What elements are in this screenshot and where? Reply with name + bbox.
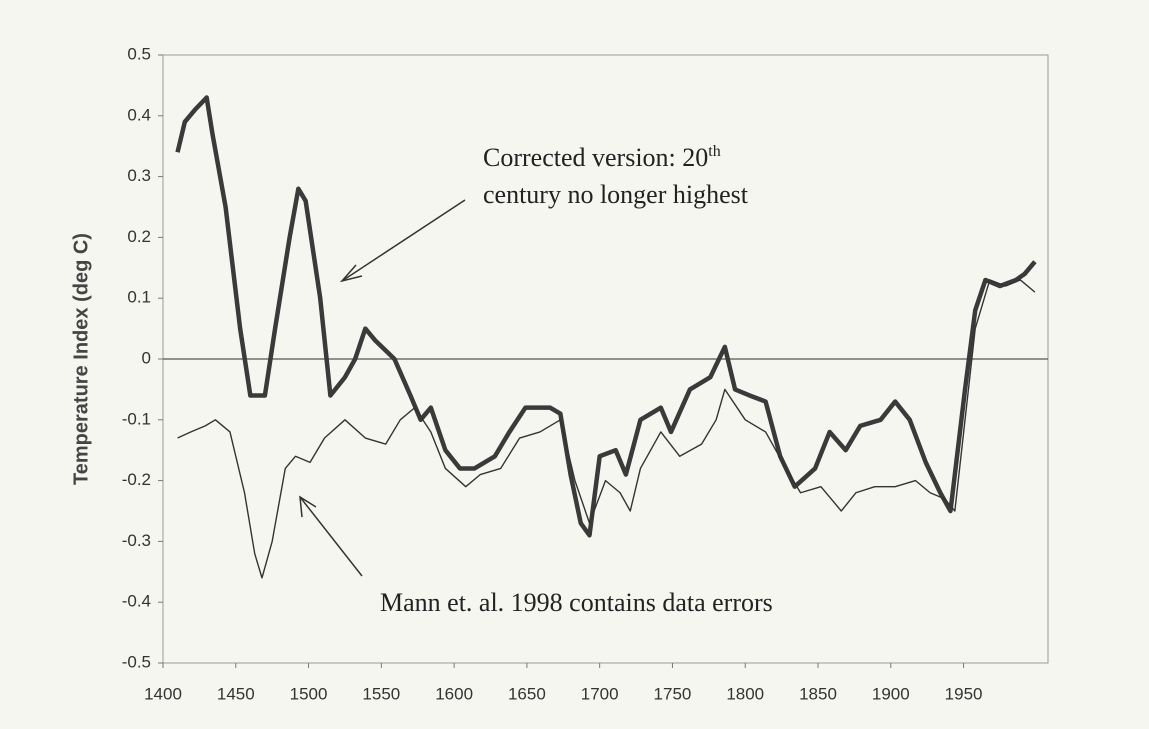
y-tick-label: -0.5 — [122, 652, 151, 671]
y-tick-label: -0.2 — [122, 470, 151, 489]
y-tick-label: -0.4 — [122, 592, 151, 611]
x-tick-label: 1950 — [945, 684, 983, 703]
x-tick-label: 1850 — [799, 684, 837, 703]
x-tick-label: 1700 — [581, 684, 619, 703]
arrow — [299, 495, 363, 577]
y-tick-label: 0.4 — [127, 105, 151, 124]
x-tick-label: 1450 — [217, 684, 255, 703]
x-tick-label: 1500 — [290, 684, 328, 703]
y-tick-label: -0.1 — [122, 409, 151, 428]
y-tick-label: 0.2 — [127, 227, 151, 246]
annotation-superscript: th — [708, 143, 720, 160]
x-tick-label: 1800 — [726, 684, 764, 703]
x-tick-label: 1750 — [654, 684, 692, 703]
arrow — [339, 199, 466, 283]
annotation-text: Mann et. al. 1998 contains data errors — [380, 588, 773, 617]
y-tick-label: -0.3 — [122, 531, 151, 550]
annotation-text: century no longer highest — [483, 180, 749, 209]
annotation: Corrected version: 20th — [483, 143, 721, 172]
y-tick-label: 0.1 — [127, 288, 151, 307]
x-tick-label: 1650 — [508, 684, 546, 703]
y-tick-label: 0.5 — [127, 44, 151, 63]
x-tick-label: 1900 — [872, 684, 910, 703]
y-axis-label: Temperature Index (deg C) — [70, 233, 92, 485]
x-tick-label: 1550 — [362, 684, 400, 703]
series-line — [177, 279, 1036, 579]
x-tick-label: 1400 — [144, 684, 182, 703]
y-tick-label: 0.3 — [127, 166, 151, 185]
annotation-text: Corrected version: 20 — [483, 143, 708, 172]
series-line — [175, 95, 1037, 538]
y-tick-label: 0 — [142, 348, 151, 367]
x-tick-label: 1600 — [435, 684, 473, 703]
